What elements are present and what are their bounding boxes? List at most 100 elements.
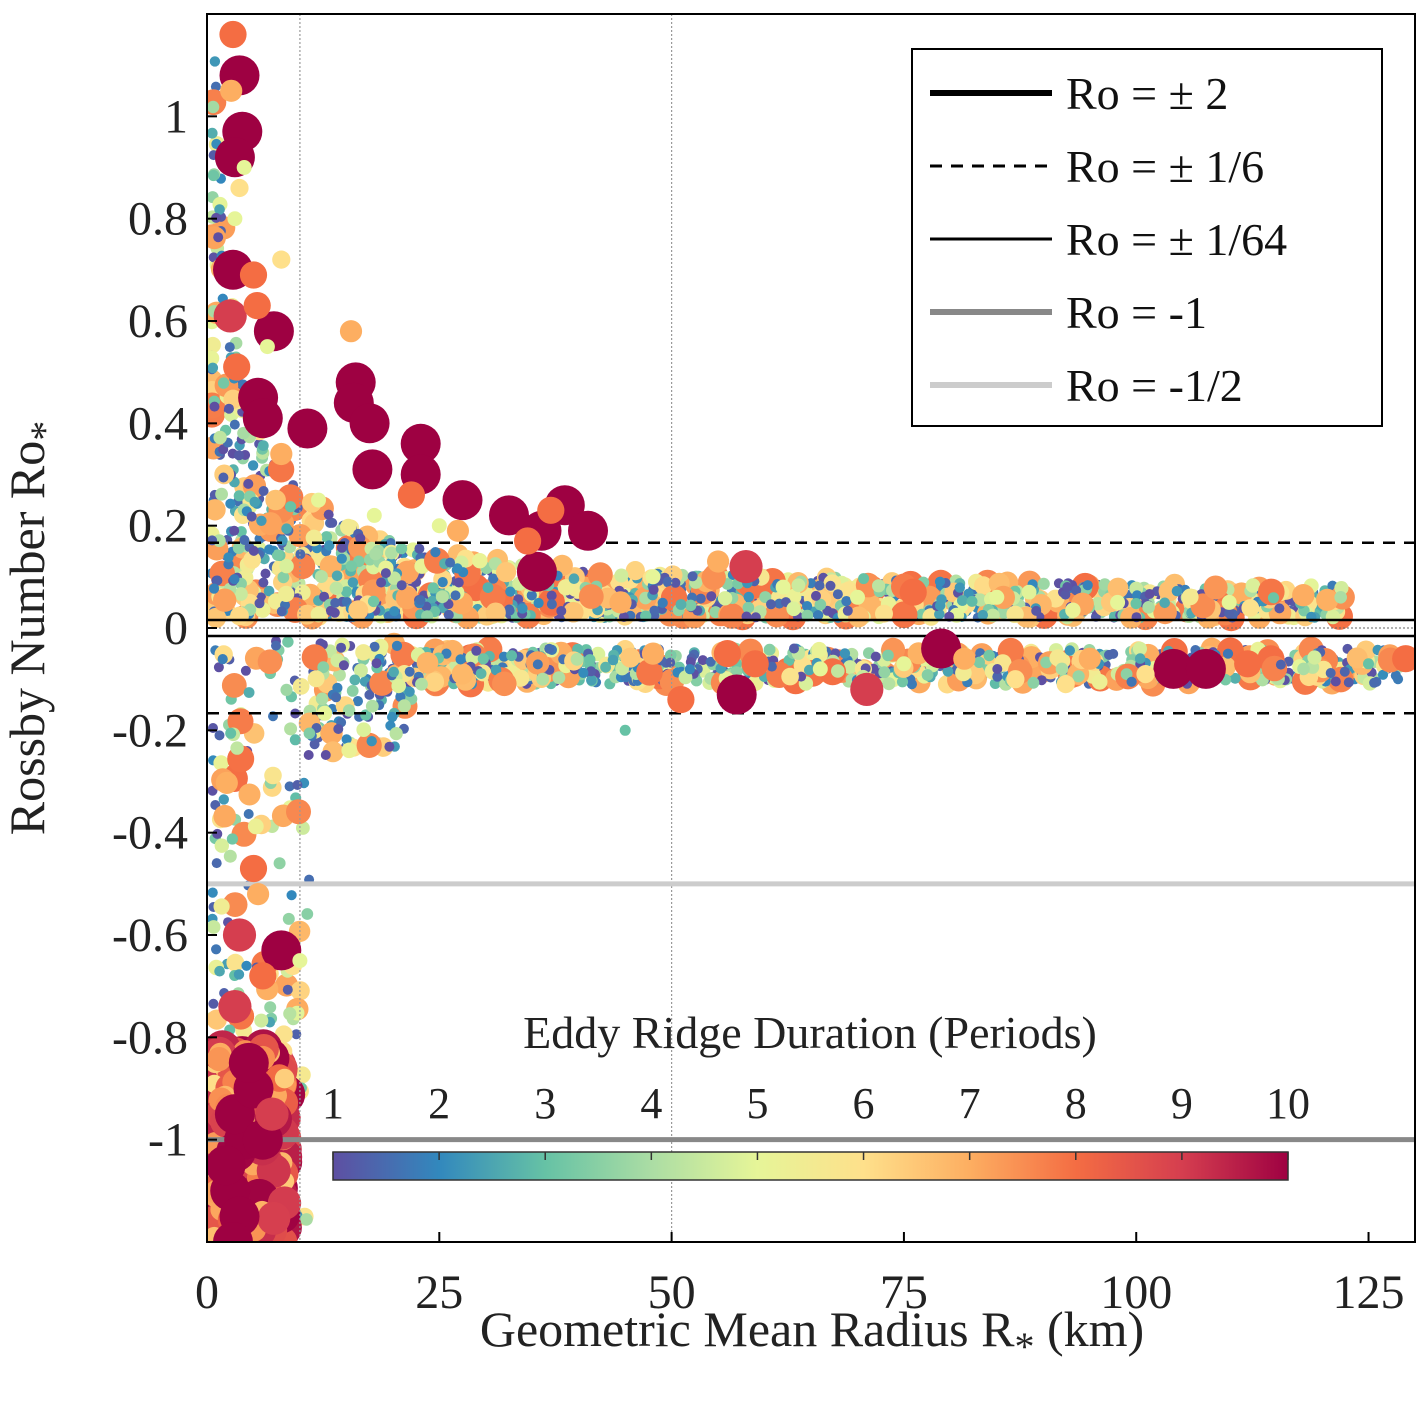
data-point bbox=[716, 674, 757, 715]
data-point bbox=[272, 250, 291, 269]
bg-point bbox=[207, 607, 227, 628]
data-point bbox=[1334, 591, 1347, 604]
bg-point bbox=[371, 658, 382, 669]
data-point bbox=[352, 449, 393, 490]
bg-point bbox=[1031, 605, 1042, 616]
data-point bbox=[1185, 648, 1226, 689]
bg-point bbox=[526, 590, 537, 601]
x-axis-ticks: 0 25 50 75 100 125 bbox=[195, 1232, 1405, 1319]
data-point bbox=[1006, 670, 1025, 689]
bg-point bbox=[1107, 577, 1129, 599]
bg-point bbox=[811, 641, 827, 658]
bg-point bbox=[875, 604, 893, 623]
bg-point bbox=[234, 587, 248, 601]
bg-point bbox=[584, 654, 596, 666]
bg-point bbox=[934, 576, 946, 587]
bg-point bbox=[282, 636, 294, 648]
colorbar-tick-label: 2 bbox=[428, 1079, 450, 1128]
bg-point bbox=[264, 1001, 277, 1014]
data-point bbox=[442, 480, 483, 521]
bg-point bbox=[936, 594, 947, 605]
bg-point bbox=[212, 575, 223, 586]
reference-lines bbox=[207, 541, 1415, 1143]
bg-point bbox=[664, 649, 677, 662]
bg-point bbox=[705, 656, 716, 667]
bg-point bbox=[223, 552, 234, 563]
data-point bbox=[619, 724, 631, 736]
bg-point bbox=[345, 560, 358, 572]
bg-point bbox=[207, 499, 226, 521]
bg-point bbox=[214, 965, 225, 977]
bg-point bbox=[369, 641, 380, 652]
bg-point bbox=[1316, 588, 1339, 612]
data-point bbox=[270, 442, 293, 466]
data-point bbox=[516, 551, 557, 592]
bg-point bbox=[1307, 650, 1322, 665]
colorbar-title: Eddy Ridge Duration (Periods) bbox=[523, 1007, 1097, 1058]
bg-point bbox=[389, 606, 400, 617]
bg-point bbox=[1325, 609, 1341, 625]
bg-point bbox=[743, 591, 754, 603]
colorbar-tick-label: 10 bbox=[1266, 1079, 1310, 1128]
bg-point bbox=[284, 722, 298, 736]
bg-point bbox=[973, 656, 985, 668]
bg-point bbox=[391, 678, 407, 694]
bg-point bbox=[586, 675, 597, 686]
bg-point bbox=[1334, 581, 1349, 596]
data-point bbox=[242, 398, 283, 439]
bg-point bbox=[226, 833, 238, 845]
bg-point bbox=[338, 660, 349, 671]
data-point bbox=[775, 579, 791, 595]
bg-point bbox=[310, 606, 327, 623]
bg-point bbox=[276, 606, 287, 617]
bg-point bbox=[208, 998, 219, 1009]
bg-point bbox=[882, 649, 894, 662]
bg-point bbox=[207, 1047, 232, 1072]
data-point bbox=[989, 589, 1005, 605]
bg-point bbox=[341, 742, 358, 759]
bg-point bbox=[801, 609, 814, 622]
bg-point bbox=[213, 804, 236, 828]
data-point bbox=[339, 320, 363, 343]
bg-point bbox=[1377, 669, 1389, 680]
bg-point bbox=[890, 601, 918, 629]
legend-label: Ro = ± 1/64 bbox=[1066, 214, 1287, 265]
data-point bbox=[220, 79, 243, 102]
bg-point bbox=[977, 609, 988, 621]
bg-point bbox=[477, 653, 489, 665]
colorbar-tick-label: 1 bbox=[322, 1079, 344, 1128]
bg-point bbox=[954, 582, 965, 593]
bg-point bbox=[320, 531, 333, 543]
bg-point bbox=[211, 944, 222, 955]
bg-point bbox=[257, 649, 283, 674]
bg-point bbox=[323, 509, 334, 520]
bg-point bbox=[578, 667, 589, 679]
bg-point bbox=[796, 671, 807, 682]
bg-point bbox=[341, 586, 352, 598]
bg-point bbox=[353, 663, 368, 678]
bg-point bbox=[1134, 653, 1146, 664]
bg-point bbox=[552, 671, 566, 685]
bg-point bbox=[384, 741, 395, 752]
data-point bbox=[537, 496, 565, 524]
bg-point bbox=[243, 809, 254, 819]
bg-point bbox=[366, 736, 377, 747]
data-point bbox=[218, 990, 252, 1024]
data-point bbox=[397, 481, 425, 509]
bg-point bbox=[1062, 582, 1073, 592]
bg-point bbox=[1021, 584, 1037, 600]
bg-point bbox=[546, 599, 557, 610]
bg-point bbox=[563, 601, 584, 623]
bg-point bbox=[395, 586, 419, 610]
bg-point bbox=[221, 673, 247, 698]
bg-point bbox=[533, 597, 544, 609]
bg-point bbox=[1120, 668, 1133, 680]
data-point bbox=[223, 353, 251, 381]
bg-point bbox=[246, 511, 257, 522]
y-axis-label-sub: * bbox=[22, 421, 67, 441]
data-point bbox=[219, 20, 247, 49]
bg-point bbox=[395, 542, 408, 555]
data-point bbox=[227, 211, 243, 227]
bg-point bbox=[607, 654, 619, 666]
bg-point bbox=[258, 577, 269, 588]
